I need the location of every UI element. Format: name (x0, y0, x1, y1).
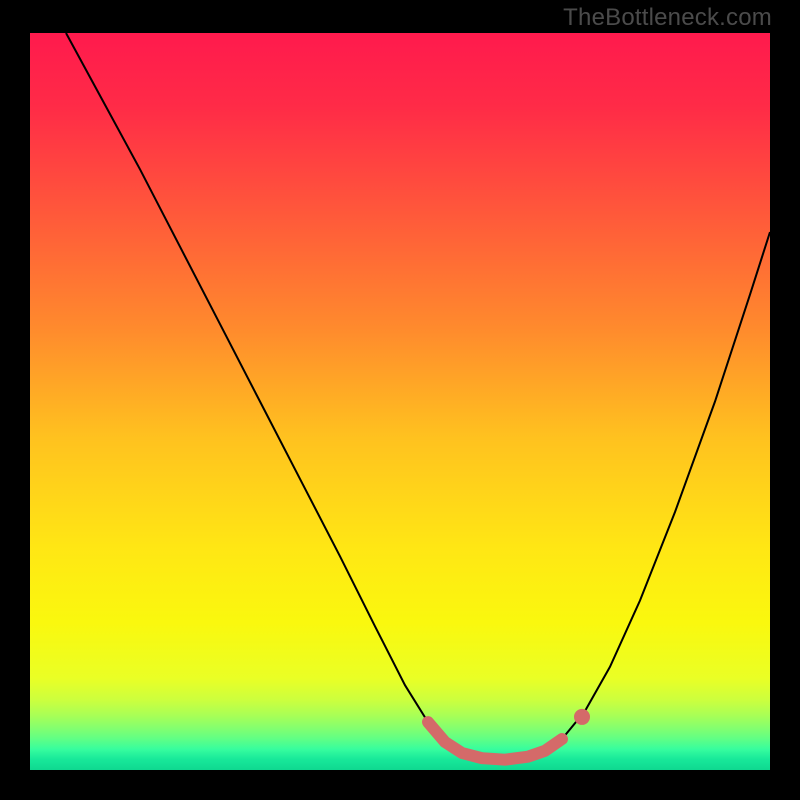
highlight-marker (574, 709, 590, 725)
chart-border-left (0, 0, 30, 800)
watermark-text: TheBottleneck.com (563, 4, 772, 32)
chart-border-bottom (0, 770, 800, 800)
chart-border-right (770, 0, 800, 800)
gradient-background (30, 33, 770, 770)
bottleneck-curve-chart (0, 0, 800, 800)
